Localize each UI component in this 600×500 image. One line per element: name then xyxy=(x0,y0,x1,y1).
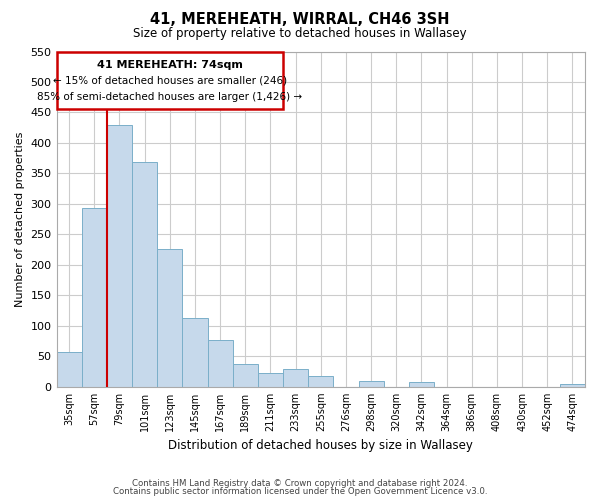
Bar xyxy=(107,124,132,387)
Text: 41, MEREHEATH, WIRRAL, CH46 3SH: 41, MEREHEATH, WIRRAL, CH46 3SH xyxy=(150,12,450,28)
X-axis label: Distribution of detached houses by size in Wallasey: Distribution of detached houses by size … xyxy=(169,440,473,452)
Bar xyxy=(233,364,258,387)
FancyBboxPatch shape xyxy=(56,52,283,110)
Bar xyxy=(359,380,383,387)
Bar xyxy=(132,162,157,387)
Bar xyxy=(56,352,82,387)
Bar xyxy=(182,318,208,387)
Text: Contains public sector information licensed under the Open Government Licence v3: Contains public sector information licen… xyxy=(113,487,487,496)
Bar xyxy=(157,249,182,387)
Bar xyxy=(258,374,283,387)
Bar xyxy=(409,382,434,387)
Bar xyxy=(308,376,334,387)
Y-axis label: Number of detached properties: Number of detached properties xyxy=(15,132,25,307)
Text: 41 MEREHEATH: 74sqm: 41 MEREHEATH: 74sqm xyxy=(97,60,243,70)
Text: 85% of semi-detached houses are larger (1,426) →: 85% of semi-detached houses are larger (… xyxy=(37,92,302,102)
Bar xyxy=(283,369,308,387)
Text: Contains HM Land Registry data © Crown copyright and database right 2024.: Contains HM Land Registry data © Crown c… xyxy=(132,478,468,488)
Bar xyxy=(82,208,107,387)
Bar xyxy=(560,384,585,387)
Text: Size of property relative to detached houses in Wallasey: Size of property relative to detached ho… xyxy=(133,28,467,40)
Bar xyxy=(208,340,233,387)
Text: ← 15% of detached houses are smaller (246): ← 15% of detached houses are smaller (24… xyxy=(53,76,287,86)
